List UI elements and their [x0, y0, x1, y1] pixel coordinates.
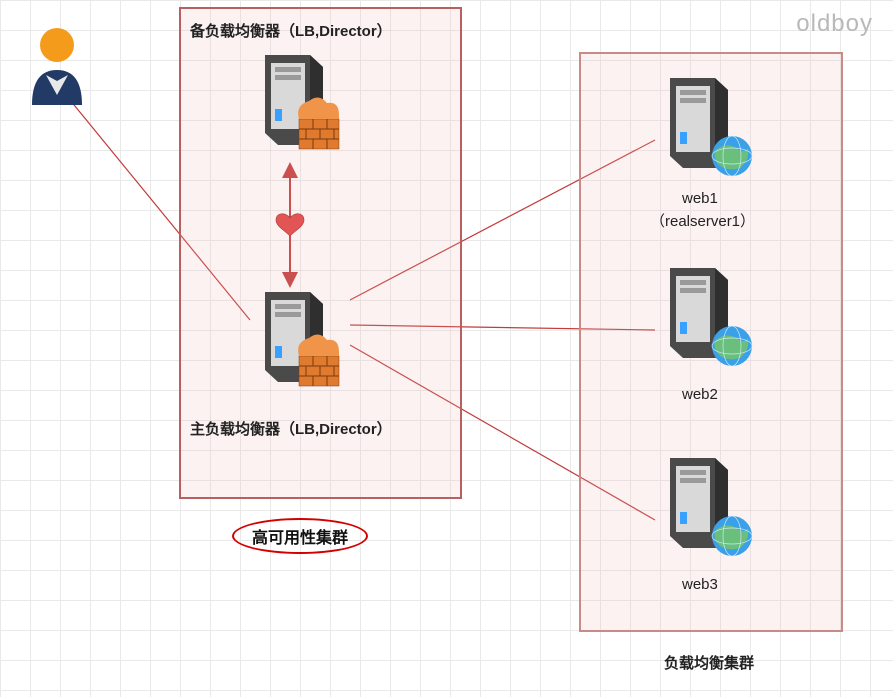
ha-cluster-label: 高可用性集群 [232, 518, 368, 554]
web3-server-icon [660, 448, 740, 558]
web2-label: web2 [682, 386, 718, 403]
lb-backup-server-icon [255, 45, 335, 155]
user-icon [22, 25, 92, 110]
lb-cluster-label: 负载均衡集群 [664, 652, 754, 673]
web1-server-icon [660, 68, 740, 178]
web1-label: web1 [682, 190, 718, 207]
web1-sublabel: （realserver1） [650, 210, 755, 231]
web2-server-icon [660, 258, 740, 368]
lb-main-server-icon [255, 282, 335, 392]
watermark: oldboy [796, 10, 873, 38]
lb-backup-label: 备负载均衡器（LB,Director） [190, 20, 392, 41]
web3-label: web3 [682, 576, 718, 593]
lb-main-label: 主负载均衡器（LB,Director） [190, 418, 392, 439]
